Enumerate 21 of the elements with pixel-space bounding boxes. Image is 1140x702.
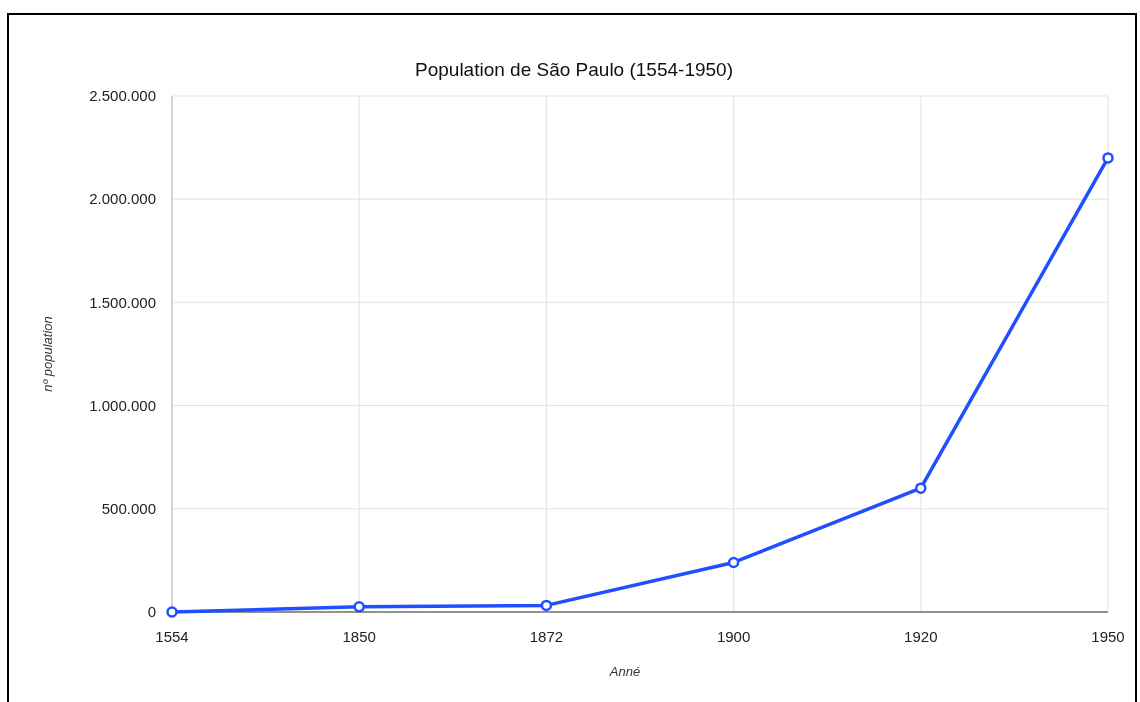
chart-title: Population de São Paulo (1554-1950) (415, 59, 733, 80)
point (915, 482, 927, 494)
x-tick-label: 1900 (716, 628, 751, 645)
y-axis-title: nº population (40, 316, 55, 392)
x-tick-label: 1950 (1091, 628, 1125, 645)
point (353, 601, 365, 613)
x-tick-label: 1920 (904, 628, 938, 645)
y-tick-label: 2.500.000 (89, 87, 156, 105)
point (166, 606, 178, 618)
y-tick-label: 500.000 (101, 500, 156, 518)
y-tick-label: 2.000.000 (89, 190, 156, 208)
y-tick-label: 1.000.000 (89, 396, 156, 414)
y-tick-label: 1.500.000 (89, 293, 156, 311)
point (727, 556, 740, 569)
x-axis-title: Anné (608, 664, 641, 679)
point (1102, 152, 1114, 164)
x-tick-label: 1872 (529, 628, 564, 645)
x-tick-label: 1850 (342, 628, 376, 645)
x-tick-label: 1554 (155, 628, 189, 645)
point (540, 599, 553, 612)
y-tick-label: 0 (147, 603, 156, 621)
